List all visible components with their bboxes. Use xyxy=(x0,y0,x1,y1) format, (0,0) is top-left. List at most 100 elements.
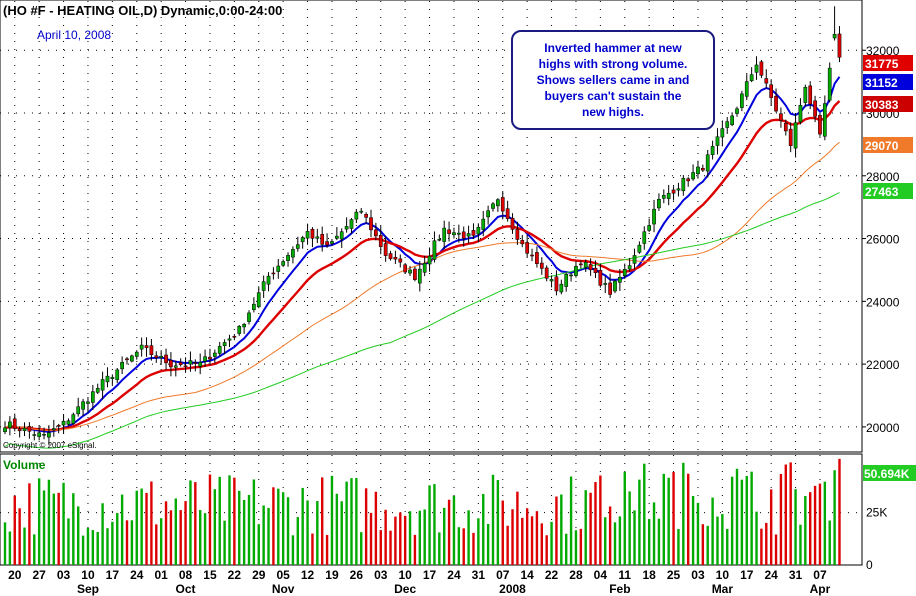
candle-body xyxy=(432,240,437,260)
day-tick-label: 05 xyxy=(276,568,290,582)
volume-bar xyxy=(755,511,758,565)
price-tag-label: 29070 xyxy=(865,139,899,153)
candle-body xyxy=(749,74,754,82)
price-tag-label: 31152 xyxy=(865,76,898,90)
price-tick-label: 32000 xyxy=(866,44,900,58)
volume-bar xyxy=(823,481,827,565)
volume-bar xyxy=(345,481,348,565)
candle-body xyxy=(525,242,530,254)
candle-body xyxy=(720,128,725,138)
volume-bar xyxy=(423,509,426,565)
candle xyxy=(100,371,105,400)
candle-body xyxy=(691,172,695,180)
candle xyxy=(81,398,85,417)
candle xyxy=(422,255,427,277)
candle-body xyxy=(754,64,759,73)
candle-body xyxy=(788,128,793,146)
candle xyxy=(642,226,647,250)
candle-body xyxy=(627,265,632,270)
volume-bar xyxy=(799,524,802,565)
price-tick-label: 24000 xyxy=(866,295,900,309)
volume-bar xyxy=(213,489,217,565)
candle-body xyxy=(676,188,681,191)
candle xyxy=(17,426,22,438)
candle xyxy=(325,233,329,248)
ma-medium-line xyxy=(4,100,841,432)
candle xyxy=(749,67,754,83)
candle xyxy=(554,270,559,296)
candle-body xyxy=(569,274,573,277)
volume-bar xyxy=(120,494,124,565)
volume-bar xyxy=(72,493,75,565)
candle xyxy=(676,182,681,197)
volume-bar xyxy=(828,520,831,565)
candle-body xyxy=(66,420,71,425)
candle-body xyxy=(276,265,281,272)
candle xyxy=(266,272,271,292)
candle-body xyxy=(237,325,242,334)
volume-bar xyxy=(721,514,724,565)
annotation-text: Inverted hammer at new highs with strong … xyxy=(537,41,690,119)
candle-body xyxy=(818,115,822,135)
candle-body xyxy=(544,267,549,279)
price-tag-label: 31775 xyxy=(865,57,899,71)
candle xyxy=(769,79,774,106)
volume-bar xyxy=(813,485,817,565)
candle-body xyxy=(779,113,783,121)
volume-bar xyxy=(501,500,504,565)
candle-body xyxy=(515,228,520,240)
volume-bar xyxy=(106,528,109,565)
candle xyxy=(339,228,344,248)
candle xyxy=(144,337,149,357)
volume-bar xyxy=(769,489,773,565)
candle xyxy=(535,246,539,268)
candle-body xyxy=(134,351,139,357)
price-tick-label: 22000 xyxy=(866,358,900,372)
day-tick-label: 20 xyxy=(8,568,22,582)
volume-bar xyxy=(809,492,812,565)
candle xyxy=(481,210,486,237)
candle xyxy=(232,334,237,341)
volume-bar xyxy=(452,495,456,565)
volume-bar xyxy=(565,533,568,565)
candle xyxy=(578,260,583,269)
candle xyxy=(613,279,617,294)
candle xyxy=(447,221,451,242)
volume-bar xyxy=(189,480,192,565)
volume-bar xyxy=(330,475,334,565)
volume-bar xyxy=(633,510,636,565)
volume-bar xyxy=(545,535,548,565)
candle xyxy=(696,160,700,179)
volume-bar xyxy=(203,513,207,565)
candle xyxy=(212,349,217,364)
candle xyxy=(242,322,246,334)
volume-bar xyxy=(428,485,431,565)
candle-body xyxy=(144,345,149,348)
candle-body xyxy=(393,256,398,260)
volume-bar xyxy=(672,472,675,565)
candle-body xyxy=(471,230,476,236)
volume-bar xyxy=(784,464,787,565)
volume-bar xyxy=(67,518,70,565)
candle xyxy=(661,189,666,204)
ma-long-line xyxy=(4,192,840,449)
candle xyxy=(305,223,310,245)
candle-body xyxy=(364,214,368,218)
candle-body xyxy=(22,427,27,431)
candle-body xyxy=(657,199,661,209)
candle xyxy=(364,212,368,224)
candle-body xyxy=(535,252,539,265)
candle xyxy=(271,267,276,280)
volume-bar xyxy=(81,535,85,565)
candle-body xyxy=(203,356,207,362)
candle xyxy=(66,418,71,427)
candle xyxy=(822,95,827,141)
candle xyxy=(539,257,544,275)
candle xyxy=(139,337,144,357)
candle xyxy=(217,341,222,357)
copyright-text: Copyright © 2007 eSignal. xyxy=(3,441,97,450)
candle-body xyxy=(798,105,803,123)
candle xyxy=(286,252,290,267)
volume-bar xyxy=(779,473,783,565)
candle-body xyxy=(256,292,261,308)
